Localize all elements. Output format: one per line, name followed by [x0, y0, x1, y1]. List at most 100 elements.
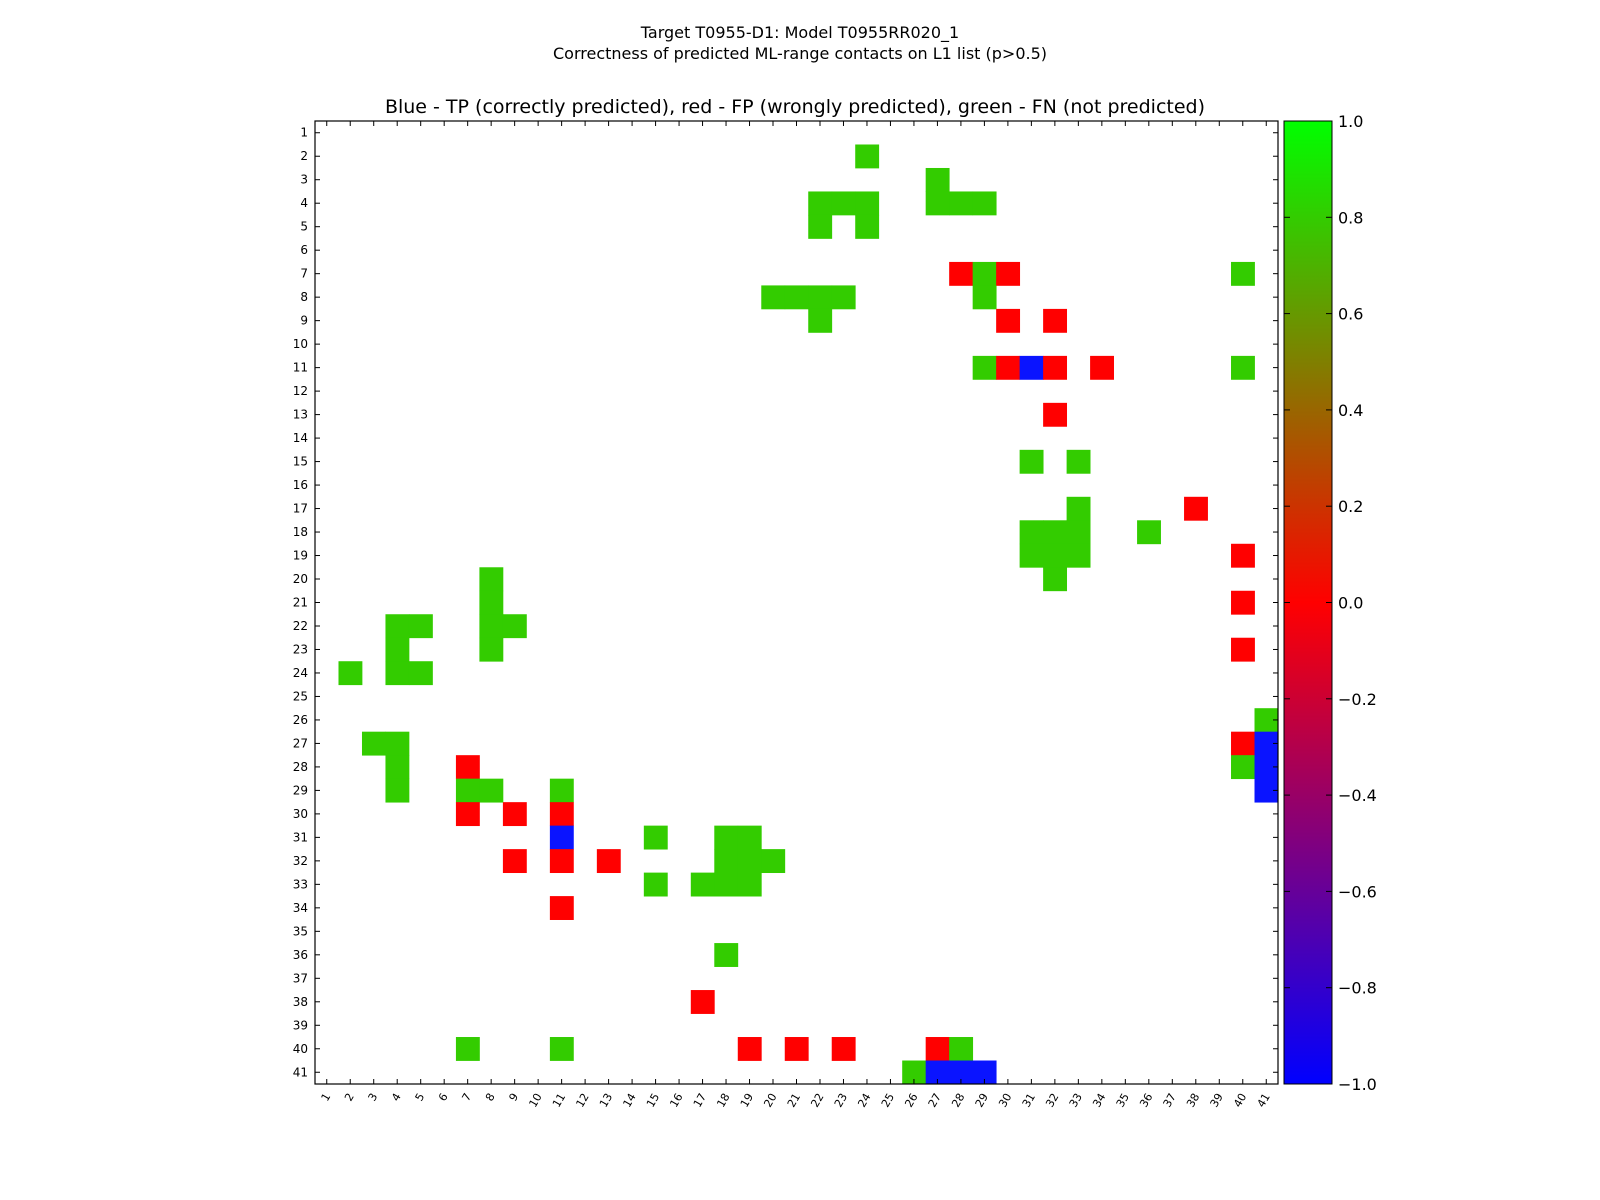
heatmap-cell-r29-c41: [1254, 778, 1279, 803]
colorbar-tick-label: 0.0: [1338, 594, 1363, 613]
heatmap-cell-r20-c32: [1043, 567, 1068, 592]
heatmap-cell-r30-c7: [455, 802, 480, 827]
y-tick-label: 5: [300, 220, 308, 234]
x-tick-label: 23: [832, 1091, 850, 1110]
heatmap-cell-r11-c29: [972, 355, 997, 380]
heatmap-cell-r4-c22: [808, 191, 833, 216]
y-tick-label: 21: [293, 596, 308, 610]
heatmap-cell-r19-c32: [1043, 543, 1068, 568]
x-tick-label: 9: [506, 1091, 521, 1104]
y-tick-label: 37: [293, 971, 308, 985]
y-tick-label: 10: [293, 337, 308, 351]
y-tick-label: 8: [300, 290, 308, 304]
heatmap-cell-r29-c4: [385, 778, 410, 803]
heatmap-cell-r7-c40: [1231, 261, 1255, 286]
y-tick-label: 18: [293, 525, 308, 539]
heatmap-cell-r15-c33: [1066, 449, 1091, 474]
x-tick-label: 5: [413, 1091, 428, 1104]
x-tick-label: 6: [436, 1091, 451, 1104]
x-tick-label: 29: [973, 1091, 991, 1110]
x-tick-label: 35: [1114, 1091, 1132, 1110]
y-tick-label: 2: [300, 149, 308, 163]
heatmap-cell-r4-c23: [831, 191, 856, 216]
heatmap-cell-r40-c28: [949, 1037, 974, 1061]
x-tick-label: 4: [389, 1091, 404, 1104]
x-tick-label: 40: [1231, 1091, 1249, 1110]
heatmap-cell-r8-c23: [831, 285, 856, 310]
heatmap-cell-r28-c4: [385, 755, 410, 780]
y-tick-label: 16: [293, 478, 308, 492]
heatmap-cell-r27-c41: [1254, 731, 1279, 756]
y-tick-label: 30: [293, 807, 308, 821]
y-tick-label: 39: [293, 1018, 308, 1032]
y-tick-label: 13: [293, 408, 308, 422]
heatmap-cell-r36-c18: [714, 943, 739, 967]
x-tick-label: 12: [573, 1091, 591, 1110]
heatmap-cell-r41-c28: [949, 1060, 974, 1085]
x-tick-label: 33: [1067, 1091, 1085, 1110]
heatmap-cell-r7-c30: [996, 261, 1021, 286]
y-tick-label: 36: [293, 948, 308, 962]
heatmap-cell-r40-c11: [549, 1037, 574, 1061]
y-tick-label: 34: [293, 901, 308, 915]
y-tick-label: 6: [300, 243, 308, 257]
colorbar-tick-label: −0.6: [1338, 882, 1377, 901]
y-tick-label: 3: [300, 173, 308, 187]
y-tick-label: 41: [293, 1065, 308, 1079]
y-tick-label: 19: [293, 549, 308, 563]
y-tick-label: 9: [300, 314, 308, 328]
heatmap-cell-r32-c20: [761, 849, 786, 874]
heatmap-cell-r19-c33: [1066, 543, 1091, 568]
y-tick-label: 38: [293, 995, 308, 1009]
heatmap-cell-r8-c22: [808, 285, 833, 310]
x-tick-label: 2: [342, 1091, 357, 1104]
heatmap-cell-r22-c8: [479, 614, 504, 639]
heatmap-cell-r32-c19: [737, 849, 762, 874]
heatmap-cell-r18-c36: [1137, 520, 1161, 545]
heatmap-cell-r33-c18: [714, 872, 739, 897]
heatmap-cell-r19-c31: [1019, 543, 1044, 568]
heatmap-cell-r27-c3: [361, 731, 386, 756]
heatmap-cell-r21-c40: [1231, 590, 1255, 615]
x-tick-label: 8: [483, 1091, 498, 1104]
x-tick-label: 1: [319, 1091, 334, 1104]
heatmap-cell-r30-c9: [502, 802, 527, 827]
heatmap-cell-r27-c40: [1231, 731, 1255, 756]
heatmap-cell-r15-c31: [1019, 449, 1044, 474]
y-tick-label: 15: [293, 455, 308, 469]
heatmap-cell-r32-c18: [714, 849, 739, 874]
y-tick-label: 28: [293, 760, 308, 774]
x-tick-label: 26: [902, 1091, 920, 1110]
heatmap-cell-r24-c4: [385, 661, 410, 686]
heatmap-frame: [314, 120, 1279, 1085]
x-tick-label: 24: [855, 1091, 873, 1110]
heatmap-cells: [338, 144, 1279, 1085]
y-tick-label: 27: [293, 736, 308, 750]
y-tick-label: 31: [293, 830, 308, 844]
heatmap-cell-r20-c8: [479, 567, 504, 592]
heatmap-cell-r5-c22: [808, 214, 833, 239]
heatmap-cell-r32-c9: [502, 849, 527, 874]
heatmap-cell-r8-c21: [784, 285, 809, 310]
x-tick-label: 41: [1255, 1091, 1273, 1110]
colorbar-ticks: 1.0 0.8 0.6 0.4 0.2 0.0 −0.2 −0.4 −0.6 −0.8 −1.0: [1284, 112, 1377, 1094]
heatmap-cell-r24-c2: [338, 661, 363, 686]
heatmap-cell-r28-c40: [1231, 755, 1255, 780]
heatmap-cell-r21-c8: [479, 590, 504, 615]
heatmap-cell-r34-c11: [549, 896, 574, 920]
heatmap-cell-r4-c28: [949, 191, 974, 216]
heatmap-cell-r28-c41: [1254, 755, 1279, 780]
heatmap-cell-r17-c33: [1066, 496, 1091, 521]
x-tick-label: 18: [714, 1091, 732, 1110]
heatmap-cell-r40-c27: [925, 1037, 950, 1061]
y-tick-label: 40: [293, 1042, 308, 1056]
heatmap-cell-r38-c17: [690, 990, 715, 1014]
heatmap-cell-r40-c19: [737, 1037, 762, 1061]
x-tick-label: 27: [926, 1091, 944, 1110]
heatmap-cell-r23-c40: [1231, 637, 1255, 662]
x-tick-label: 25: [879, 1091, 897, 1110]
x-tick-label: 14: [620, 1091, 638, 1110]
heatmap-cell-r22-c4: [385, 614, 410, 639]
heatmap-cell-r18-c33: [1066, 520, 1091, 545]
